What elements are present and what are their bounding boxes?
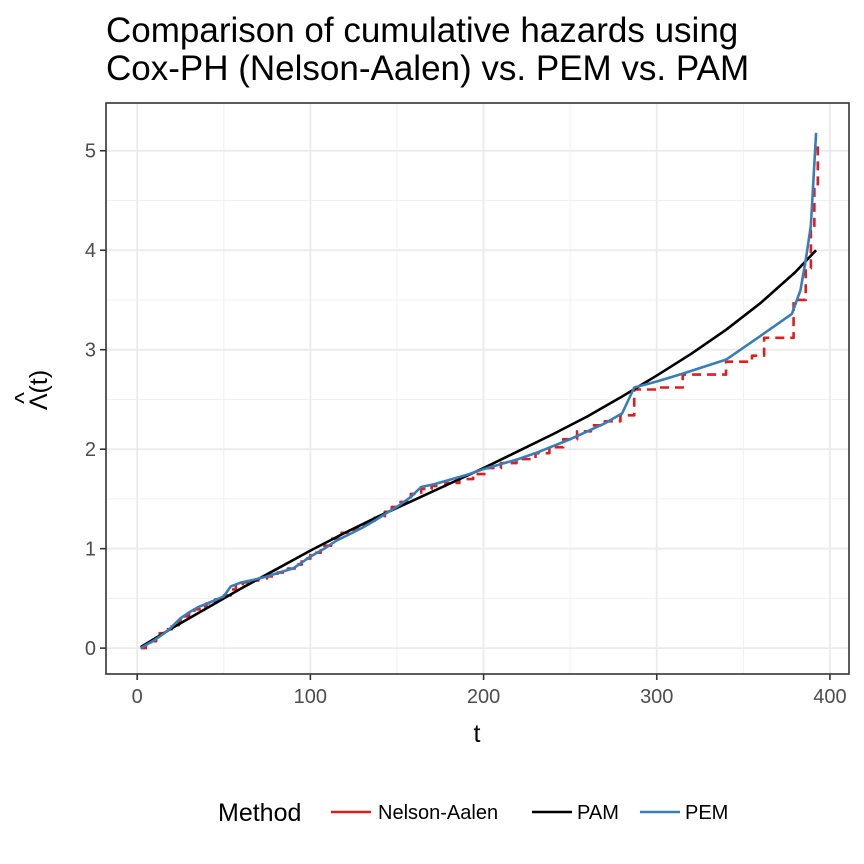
chart-title-line-2: Cox-PH (Nelson-Aalen) vs. PEM vs. PAM [106, 49, 749, 88]
legend-label: PEM [685, 802, 728, 824]
series-layer [139, 132, 820, 650]
legend-title: Method [218, 799, 301, 827]
x-tick-label: 200 [467, 686, 500, 708]
series-line-pem [139, 132, 818, 650]
y-tick-label: 0 [85, 638, 96, 660]
y-tick-label: 1 [85, 539, 96, 561]
plot-panel [106, 103, 849, 674]
x-tick-label: 0 [132, 686, 143, 708]
plot-border [105, 102, 850, 675]
y-tick-label: 3 [85, 340, 96, 362]
grid-lines [106, 103, 849, 674]
legend-label: PAM [577, 802, 619, 824]
y-tick-label: 2 [85, 439, 96, 461]
axis-ticks: 0 100 200 300 400 0 1 2 3 4 5 [85, 141, 847, 708]
x-axis-title: t [474, 720, 481, 748]
legend-label: Nelson-Aalen [378, 802, 498, 824]
x-tick-label: 300 [640, 686, 673, 708]
x-tick-label: 400 [813, 686, 846, 708]
legend: Method Nelson-Aalen PAM PEM [218, 799, 728, 827]
y-axis-title-hat: ^ [10, 392, 38, 404]
chart-title-line-1: Comparison of cumulative hazards using [106, 11, 738, 50]
y-axis-title-group: Λ(t) ^ [10, 370, 53, 410]
x-tick-label: 100 [294, 686, 327, 708]
y-tick-label: 4 [85, 240, 96, 262]
y-axis-title: Λ(t) [25, 370, 53, 410]
y-tick-label: 5 [85, 141, 96, 163]
